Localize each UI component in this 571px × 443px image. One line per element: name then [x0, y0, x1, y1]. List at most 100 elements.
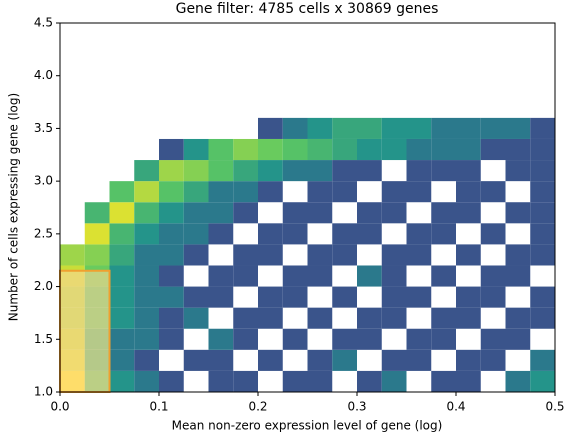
cell: [159, 286, 184, 308]
cell: [357, 160, 382, 182]
cell: [332, 349, 357, 371]
x-tick-label: 0.0: [50, 400, 69, 414]
cell: [208, 265, 234, 287]
cell: [258, 138, 283, 161]
cell: [332, 328, 357, 350]
cell: [183, 160, 209, 182]
cell: [307, 117, 333, 139]
cell: [134, 328, 159, 350]
cell: [406, 286, 432, 308]
cell: [84, 202, 110, 224]
cell: [208, 328, 234, 350]
cell: [109, 307, 135, 329]
cell: [134, 286, 159, 308]
y-tick-label: 3.0: [34, 174, 53, 188]
cell: [307, 160, 333, 182]
cell: [431, 223, 456, 245]
cell: [456, 181, 481, 203]
cell: [456, 202, 481, 224]
cell: [332, 117, 357, 139]
cell: [282, 117, 308, 139]
cell: [159, 307, 184, 329]
cell: [332, 160, 357, 182]
x-tick-label: 0.5: [545, 400, 564, 414]
cell: [530, 349, 555, 371]
cell: [233, 181, 258, 203]
cell: [233, 202, 258, 224]
cell: [357, 265, 382, 287]
cell: [183, 286, 209, 308]
cell: [282, 138, 308, 161]
cell: [381, 138, 407, 161]
cell: [208, 202, 234, 224]
cell: [406, 349, 432, 371]
cell: [282, 202, 308, 224]
plot-frame: [59, 22, 556, 393]
cell: [307, 370, 333, 392]
cell: [233, 265, 258, 287]
cell: [109, 349, 135, 371]
cell: [456, 370, 481, 392]
cell: [159, 265, 184, 287]
cell: [233, 160, 258, 182]
cell: [258, 244, 283, 266]
cell: [159, 202, 184, 224]
cell: [159, 244, 184, 266]
cell: [307, 244, 333, 266]
cell: [134, 370, 159, 392]
cell: [505, 244, 531, 266]
cell: [505, 202, 531, 224]
cell: [332, 138, 357, 161]
cell: [183, 244, 209, 266]
cell: [480, 328, 506, 350]
cell: [456, 117, 481, 139]
cell: [282, 160, 308, 182]
cell: [84, 223, 110, 245]
y-tick-label: 2.0: [34, 279, 53, 293]
cell: [282, 223, 308, 245]
cell: [109, 286, 135, 308]
cell: [208, 138, 234, 161]
cell: [530, 244, 555, 266]
cell: [159, 138, 184, 161]
cell: [530, 160, 555, 182]
chart-title: Gene filter: 4785 cells x 30869 genes: [176, 1, 439, 17]
cell: [332, 286, 357, 308]
cell: [60, 244, 85, 266]
cell: [381, 181, 407, 203]
cell: [282, 265, 308, 287]
cell: [109, 370, 135, 392]
cell: [381, 265, 407, 287]
cell: [406, 328, 432, 350]
cell: [530, 370, 555, 392]
cell: [530, 202, 555, 224]
cell: [431, 370, 456, 392]
cell: [456, 286, 481, 308]
cell: [134, 160, 159, 182]
cell: [134, 202, 159, 224]
cell: [530, 223, 555, 245]
cell: [406, 138, 432, 161]
y-tick-label: 3.5: [34, 121, 53, 135]
cell: [183, 223, 209, 245]
cell: [456, 349, 481, 371]
y-tick-label: 4.0: [34, 68, 53, 82]
cell: [505, 265, 531, 287]
cell: [134, 223, 159, 245]
cell: [381, 370, 407, 392]
x-tick-label: 0.3: [347, 400, 366, 414]
cell: [183, 307, 209, 329]
cell: [307, 349, 333, 371]
cell: [282, 286, 308, 308]
cell: [431, 202, 456, 224]
cell: [233, 138, 258, 161]
cell: [159, 328, 184, 350]
cell: [381, 286, 407, 308]
cell: [183, 202, 209, 224]
cell: [505, 370, 531, 392]
cell: [134, 349, 159, 371]
cell: [381, 117, 407, 139]
cell: [431, 138, 456, 161]
cell: [357, 138, 382, 161]
